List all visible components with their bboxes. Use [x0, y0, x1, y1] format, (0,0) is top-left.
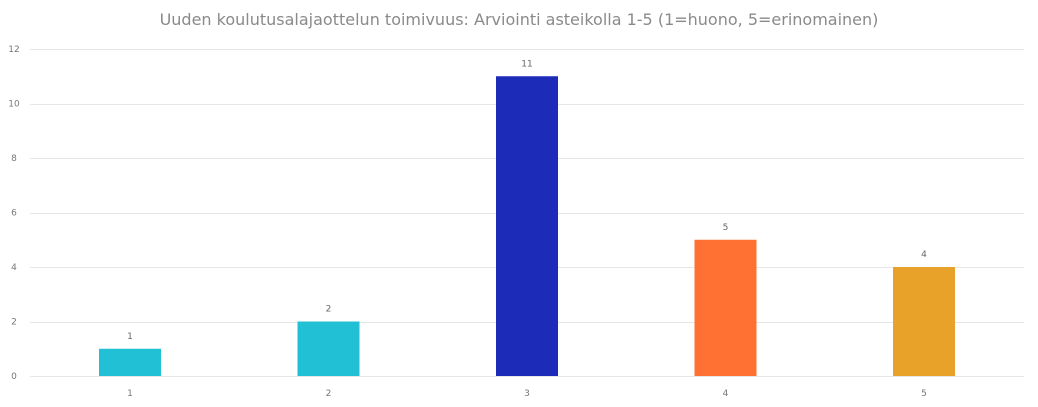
y-tick-label: 6	[11, 209, 17, 219]
x-tick-label-2: 2	[326, 389, 332, 399]
bar-3	[496, 76, 558, 376]
data-label-5: 4	[921, 250, 927, 260]
y-axis-ticks: 0 2 4 6 8 10 12	[8, 45, 20, 382]
x-tick-label-1: 1	[127, 389, 133, 399]
bar-1	[99, 348, 161, 376]
y-tick-label: 0	[11, 372, 17, 382]
data-label-3: 11	[521, 59, 532, 69]
data-labels: 1 2 11 5 4	[127, 59, 927, 342]
y-tick-label: 2	[11, 318, 17, 328]
data-label-4: 5	[723, 223, 729, 233]
data-label-1: 1	[127, 332, 133, 342]
y-tick-label: 12	[8, 45, 19, 55]
x-axis-ticks: 1 2 3 4 5	[127, 389, 927, 399]
y-tick-label: 8	[11, 154, 17, 164]
bar-2	[297, 321, 360, 376]
data-label-2: 2	[326, 305, 332, 315]
x-tick-label-3: 3	[524, 389, 530, 399]
bar-5	[893, 267, 955, 376]
bars	[99, 76, 955, 376]
x-tick-label-4: 4	[723, 389, 729, 399]
x-tick-label-5: 5	[921, 389, 927, 399]
y-tick-label: 10	[8, 100, 20, 110]
bar-4	[694, 239, 757, 376]
chart-title: Uuden koulutusalajaottelun toimivuus: Ar…	[159, 10, 879, 29]
y-tick-label: 4	[11, 263, 17, 273]
